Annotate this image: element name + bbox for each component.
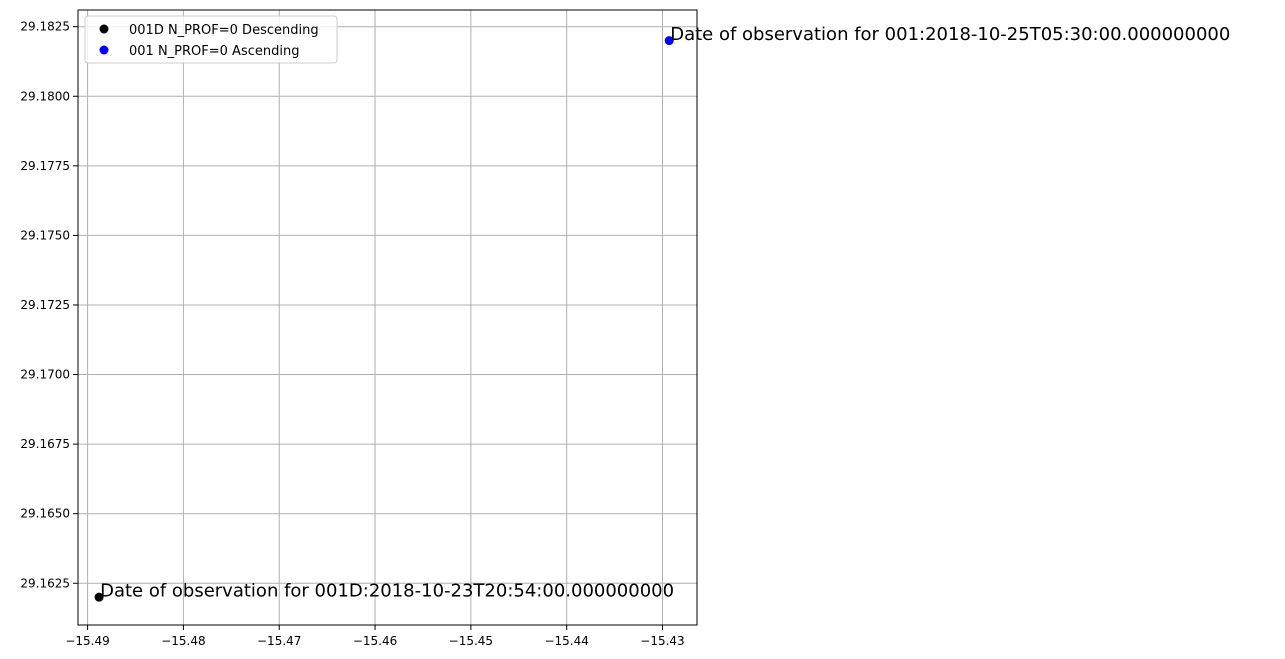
point-annotation: Date of observation for 001D:2018-10-23T… [100, 581, 674, 602]
y-tick-label: 29.1825 [20, 20, 70, 34]
x-tick-label: −15.43 [640, 634, 684, 648]
legend: 001D N_PROF=0 Descending 001 N_PROF=0 Asc… [84, 15, 338, 64]
x-tick-label: −15.47 [257, 634, 301, 648]
y-tick-label: 29.1775 [20, 159, 70, 173]
y-tick-label: 29.1700 [20, 368, 70, 382]
legend-frame [84, 15, 338, 64]
legend-marker [99, 24, 109, 34]
x-tick-label: −15.48 [161, 634, 205, 648]
grid [78, 10, 697, 625]
x-tick-label: −15.46 [353, 634, 397, 648]
y-tick-label: 29.1750 [20, 228, 70, 242]
legend-marker [99, 45, 109, 55]
annotations: Date of observation for 001D:2018-10-23T… [100, 24, 1230, 602]
x-tick-label: −15.45 [449, 634, 493, 648]
y-tick-label: 29.1625 [20, 576, 70, 590]
plot-frame [77, 9, 698, 626]
data-points [94, 36, 674, 602]
y-tick-label: 29.1650 [20, 507, 70, 521]
y-tick-label: 29.1800 [20, 89, 70, 103]
x-tick-label: −15.44 [544, 634, 588, 648]
legend-label: 001 N_PROF=0 Ascending [129, 44, 299, 59]
y-tick-label: 29.1725 [20, 298, 70, 312]
data-point [94, 592, 104, 602]
point-annotation: Date of observation for 001:2018-10-25T0… [670, 24, 1230, 45]
axis-ticks: −15.49 −15.48 −15.47 −15.46 −15.45 −15.44 −15.… [20, 20, 684, 648]
x-tick-label: −15.49 [65, 634, 109, 648]
data-point [664, 36, 674, 46]
y-tick-label: 29.1675 [20, 437, 70, 451]
legend-label: 001D N_PROF=0 Descending [129, 23, 319, 38]
